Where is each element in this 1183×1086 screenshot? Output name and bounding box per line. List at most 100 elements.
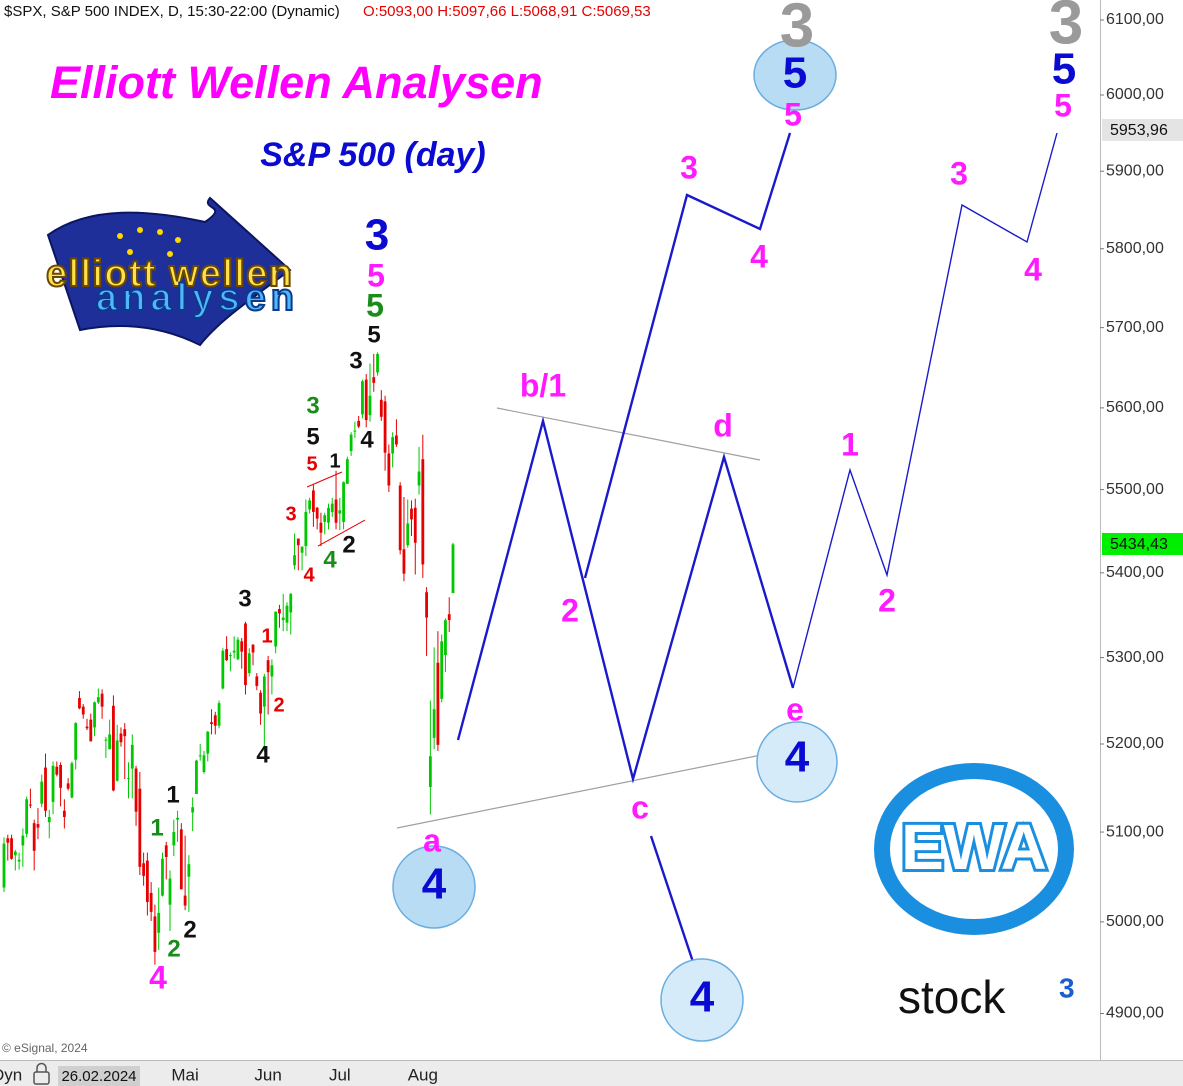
candle-body [13, 851, 17, 856]
wave-label: 5 [306, 423, 319, 450]
wave-label: 5 [784, 96, 802, 132]
wave-label: 3 [349, 347, 362, 374]
wave-label: 3 [680, 149, 698, 185]
candle-body [25, 799, 29, 834]
candle-body [213, 715, 217, 726]
wave-circle [392, 845, 476, 929]
candle-body [417, 471, 421, 486]
candle-body [323, 515, 327, 522]
wave-label: 4 [360, 426, 374, 453]
candle-body [383, 401, 387, 453]
candle-body [191, 807, 195, 813]
time-axis-bar [0, 1060, 1183, 1086]
candle-body [379, 399, 383, 417]
candle-body [202, 755, 206, 772]
candle-body [251, 644, 255, 653]
candle-body [330, 503, 334, 512]
candle-body [29, 804, 32, 806]
stock-logo-sup: 3 [1059, 972, 1075, 1003]
candle-body [432, 709, 436, 738]
wave-label: 5 [783, 49, 807, 98]
wave-circle [660, 958, 744, 1042]
wave-labels: 3 5 5 3 5 5 3 5 5 5 3 4 3 4 b/1 d 1 2 2 … [149, 0, 1083, 1022]
wave-label: 4 [1024, 251, 1042, 287]
candle-body [138, 788, 142, 867]
candle-body [198, 755, 202, 757]
x-tick-label: Jun [254, 1065, 281, 1084]
candle-body [319, 522, 323, 533]
wave-label: 2 [878, 582, 896, 618]
cursor-date-box [58, 1066, 140, 1086]
candle-body [345, 459, 349, 484]
candle-body [444, 620, 447, 656]
candle-body [78, 697, 81, 709]
candle-body [270, 665, 274, 677]
candle-body [225, 649, 229, 661]
wave-circle [756, 721, 838, 803]
wave-label: 5 [306, 453, 317, 475]
candle-body [447, 614, 451, 621]
wave-label: 1 [150, 814, 163, 841]
wave-label: 5 [366, 287, 384, 323]
candle-body [315, 507, 319, 519]
candle-body [153, 916, 157, 952]
cursor-date: 26.02.2024 [61, 1068, 136, 1085]
candle-body [334, 499, 338, 523]
x-tick-label: Jul [329, 1065, 351, 1084]
candle-body [232, 650, 236, 653]
candle-body [164, 845, 168, 858]
candle-body [402, 549, 406, 574]
projection-path [792, 132, 1058, 689]
candle-body [421, 459, 425, 565]
y-tick-label: 5500,00 [1106, 481, 1164, 498]
logo-text-bottom: analysen [96, 277, 294, 319]
candle-body [293, 555, 296, 566]
trendline [496, 407, 761, 461]
candle-body [308, 500, 312, 510]
candle-body [255, 676, 259, 686]
y-tick-label: 6100,00 [1106, 11, 1164, 28]
y-tick-label: 5700,00 [1106, 319, 1164, 336]
candle-body [104, 739, 108, 741]
wave-label: 2 [183, 916, 196, 943]
candle-body [364, 379, 368, 421]
candle-body [349, 434, 353, 452]
candle-body [296, 538, 300, 546]
candle-body [244, 623, 247, 686]
wave-label: 4 [750, 238, 768, 274]
mode-label: Dyn [0, 1065, 22, 1084]
candle-body [40, 781, 44, 804]
candle-body [70, 763, 74, 798]
candle-body [32, 823, 36, 851]
wave-label: 4 [303, 564, 315, 586]
candle-body [376, 353, 379, 373]
candle-body [240, 641, 244, 652]
candle-body [206, 731, 210, 754]
candle-body [187, 864, 191, 877]
candle-body [55, 766, 59, 775]
ewa-logo: elliott wellen analysen [45, 196, 295, 347]
candle-body [391, 437, 395, 454]
y-tick-label: 5300,00 [1106, 649, 1164, 666]
candle-body [425, 592, 428, 618]
wave-label: 3 [1049, 0, 1083, 57]
candle-body [451, 544, 455, 594]
candle-body [195, 760, 198, 794]
y-tick-label: 5400,00 [1106, 564, 1164, 581]
wave-label: 3 [306, 392, 319, 419]
x-tick-label: Mai [171, 1065, 198, 1084]
candle-body [21, 835, 25, 846]
wave-label: 1 [841, 426, 859, 462]
candle-body [311, 490, 315, 512]
candle-body [6, 838, 10, 843]
trendline [396, 741, 827, 829]
wave-label: 4 [422, 860, 447, 909]
candle-body [236, 639, 240, 660]
candle-body [183, 895, 187, 906]
copyright: © eSignal, 2024 [2, 1041, 88, 1055]
candle-body [74, 723, 78, 760]
candle-body [440, 641, 444, 699]
wave-label: c [631, 789, 649, 825]
wave-label: 2 [273, 694, 284, 716]
